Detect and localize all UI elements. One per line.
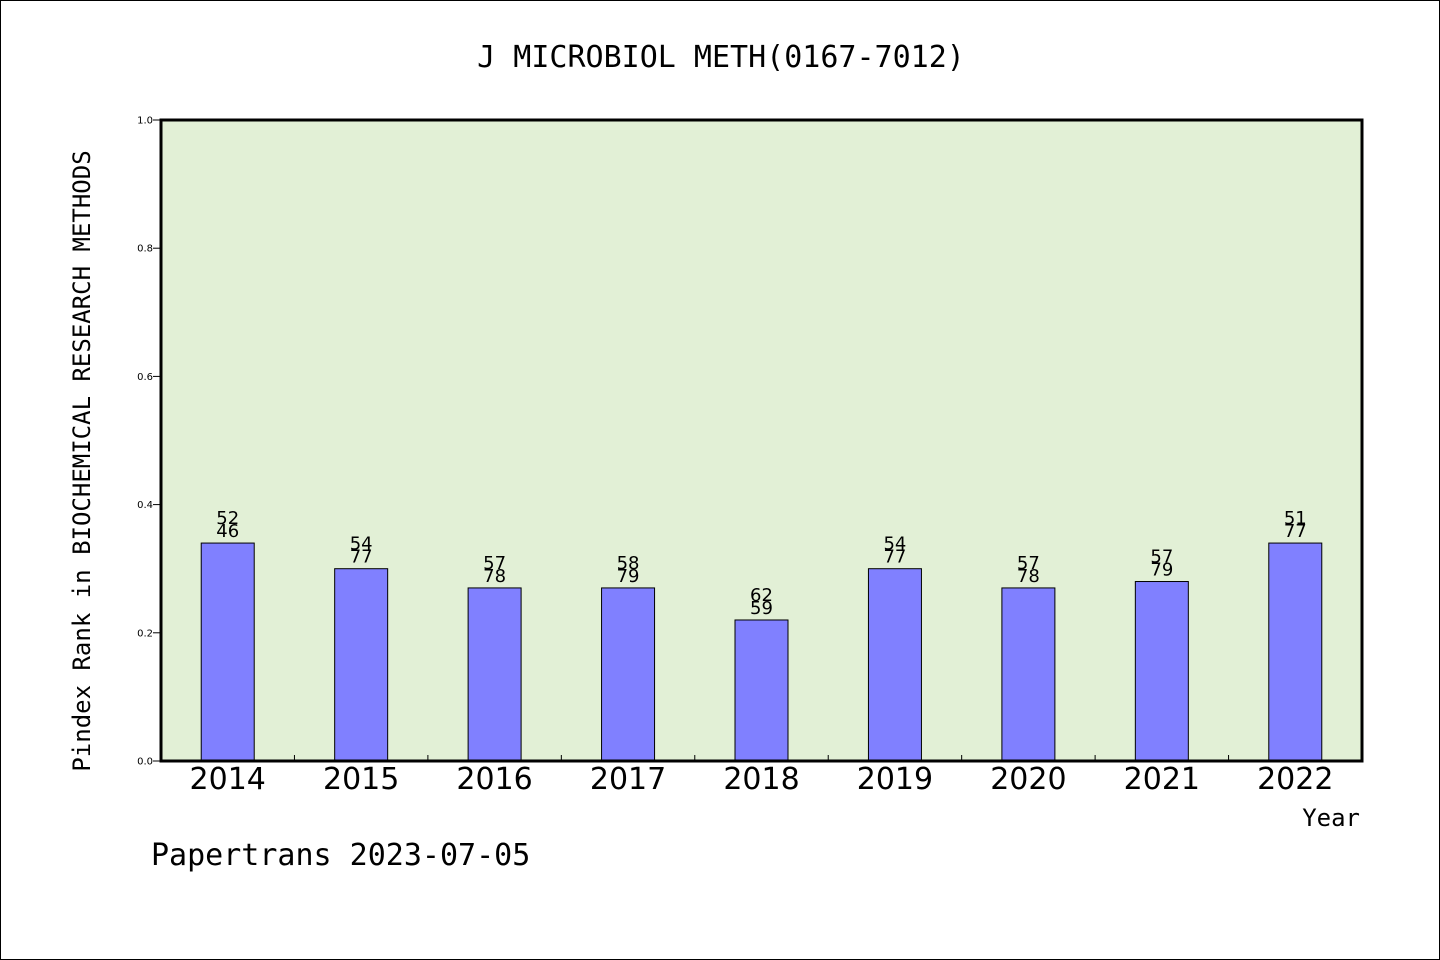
bar <box>1134 581 1189 762</box>
bar-label-bottom: 79 <box>617 566 640 587</box>
y-tick-label: 0.4 <box>137 500 153 511</box>
y-tick-label: 0.0 <box>137 757 153 768</box>
y-axis-ticks: 0.0 0.2 0.4 0.6 0.8 1.0 <box>137 116 161 768</box>
bar <box>601 587 656 762</box>
bar <box>334 568 389 762</box>
bar <box>467 587 522 762</box>
bar-label-top: 57 <box>1150 547 1173 568</box>
y-tick-label: 0.2 <box>137 628 153 639</box>
y-axis-label: Pindex Rank in BIOCHEMICAL RESEARCH METH… <box>68 150 96 771</box>
bar-label-bottom: 78 <box>483 566 506 587</box>
bar-label-bottom: 78 <box>1017 566 1040 587</box>
x-tick-label: 2018 <box>723 762 799 797</box>
x-tick-label: 2020 <box>990 762 1066 797</box>
bar <box>200 542 255 762</box>
bar <box>1268 542 1323 762</box>
x-tick-label: 2017 <box>590 762 666 797</box>
bar-label-top: 51 <box>1284 508 1307 529</box>
x-tick-label: 2015 <box>323 762 399 797</box>
x-tick-label: 2014 <box>190 762 266 797</box>
bar-label-top: 52 <box>216 508 239 529</box>
y-tick-label: 0.8 <box>137 244 153 255</box>
bar <box>734 619 789 762</box>
footer-credit: Papertrans 2023-07-05 <box>151 838 530 873</box>
bar-label-top: 54 <box>350 534 373 555</box>
x-tick-label: 2021 <box>1124 762 1200 797</box>
x-tick-label: 2019 <box>857 762 933 797</box>
x-tick-label: 2022 <box>1257 762 1333 797</box>
bar <box>1001 587 1056 762</box>
bar-series <box>200 542 1323 762</box>
bar-label-bottom: 79 <box>1150 560 1173 581</box>
y-tick-label: 0.6 <box>137 372 153 383</box>
bar-label-top: 57 <box>483 553 506 574</box>
x-axis-label: Year <box>1302 804 1360 832</box>
bar-label-top: 58 <box>617 553 640 574</box>
bar-label-bottom: 77 <box>883 547 906 568</box>
x-axis-ticks: 2014 2015 2016 2017 2018 2019 2020 2021 2022 <box>190 755 1333 797</box>
chart-title: J MICROBIOL METH(0167-7012) <box>477 40 965 75</box>
y-tick-label: 1.0 <box>137 116 153 127</box>
bar-label-bottom: 59 <box>750 598 773 619</box>
bar-label-top: 57 <box>1017 553 1040 574</box>
bar-label-bottom: 46 <box>216 521 239 542</box>
plot-border <box>159 118 1364 763</box>
bar-label-bottom: 77 <box>1284 521 1307 542</box>
bar-label-bottom: 77 <box>350 547 373 568</box>
x-tick-label: 2016 <box>456 762 532 797</box>
bar <box>867 568 922 762</box>
bar-label-top: 62 <box>750 585 773 606</box>
bar-label-top: 54 <box>883 534 906 555</box>
